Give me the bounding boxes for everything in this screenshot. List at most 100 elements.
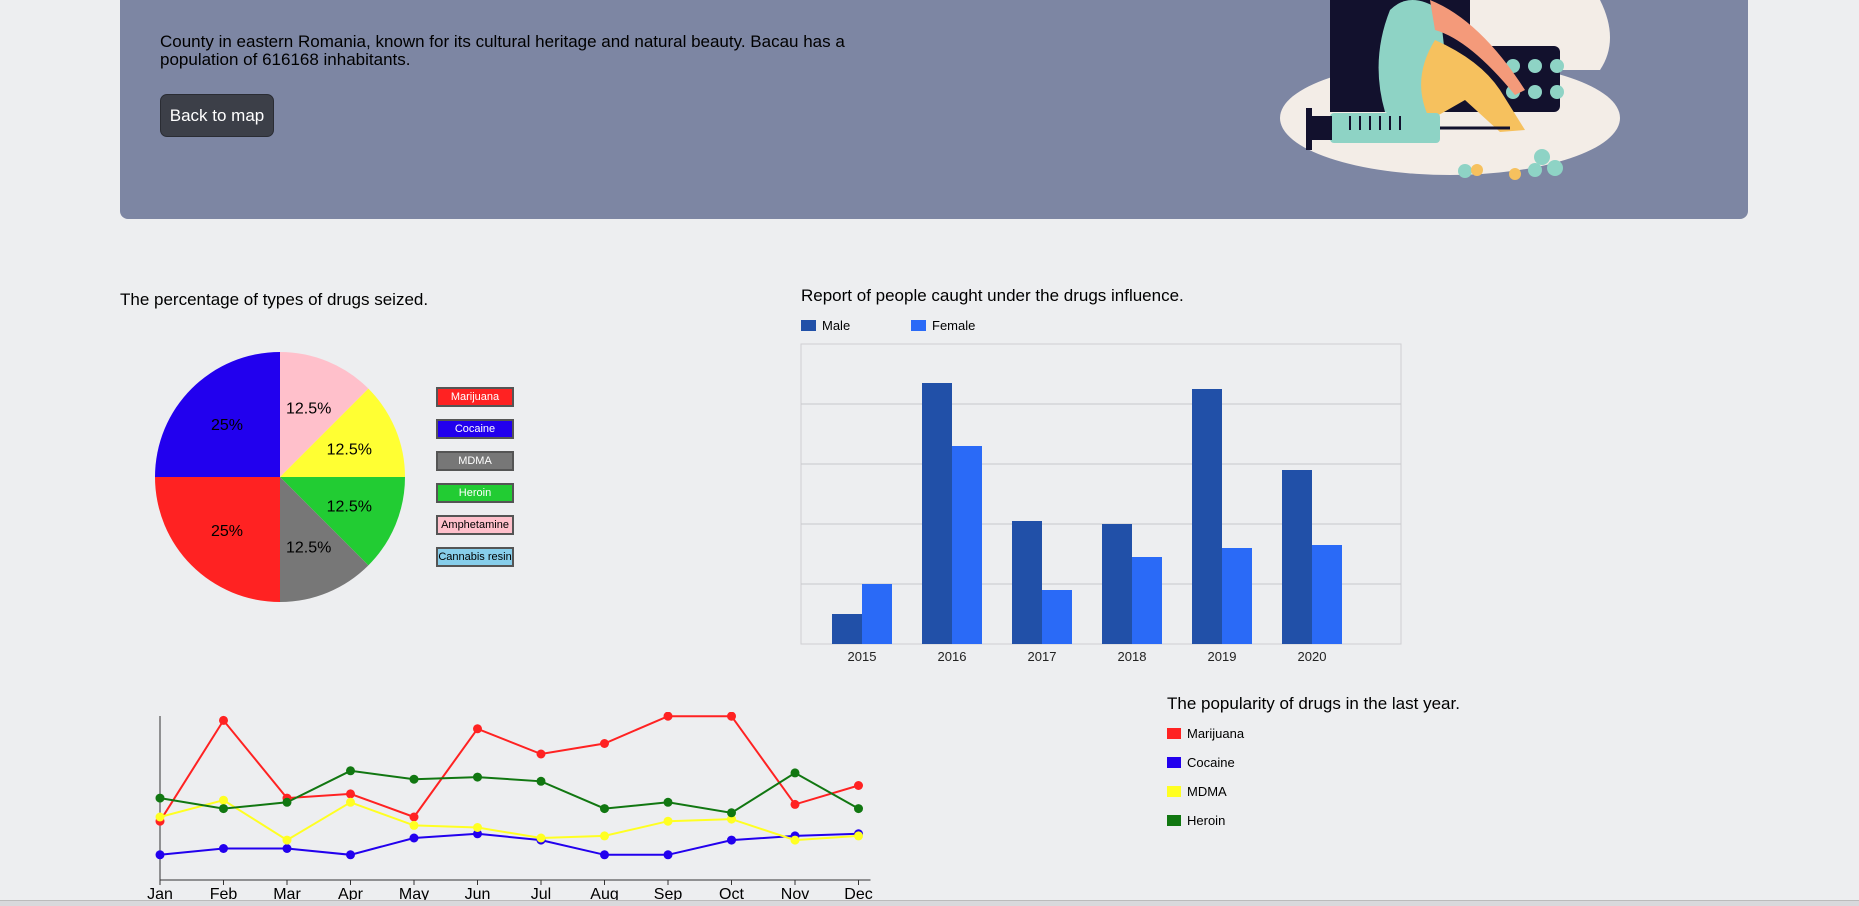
legend-swatch-mdma bbox=[1167, 786, 1181, 797]
point-marijuana-feb bbox=[219, 715, 228, 725]
bar-female-2020 bbox=[1312, 545, 1342, 644]
point-mdma-sep bbox=[663, 816, 673, 826]
legend-label-male: Male bbox=[822, 318, 851, 333]
point-heroin-nov bbox=[790, 768, 800, 778]
point-mdma-mar bbox=[282, 835, 292, 845]
line-x-tick-feb: Feb bbox=[210, 886, 238, 900]
point-heroin-mar bbox=[282, 797, 292, 807]
line-legend-mdma: MDMA bbox=[1167, 784, 1244, 813]
figure-arm bbox=[1430, 0, 1525, 95]
pie-slice-3 bbox=[280, 477, 369, 602]
pie-legend-item-mdma: MDMA bbox=[436, 451, 514, 471]
figure-legs bbox=[1421, 40, 1525, 132]
legend-swatch-cocaine bbox=[1167, 757, 1181, 768]
point-mdma-feb bbox=[219, 795, 228, 805]
point-mdma-dec bbox=[854, 831, 863, 841]
bar-plot-area bbox=[800, 343, 1402, 645]
syringe-barrel bbox=[1330, 113, 1440, 143]
syringe-handle bbox=[1306, 108, 1312, 150]
point-heroin-sep bbox=[663, 797, 673, 807]
line-x-tick-jul: Jul bbox=[531, 886, 551, 900]
line-x-tick-oct: Oct bbox=[719, 886, 744, 900]
point-heroin-jan bbox=[155, 793, 165, 803]
pie-slice-label-1: 12.5% bbox=[327, 441, 372, 458]
point-heroin-jun bbox=[473, 772, 482, 782]
point-marijuana-jul bbox=[536, 749, 546, 759]
point-marijuana-jun bbox=[473, 724, 482, 734]
pie-slice-label-2: 12.5% bbox=[327, 499, 372, 516]
syringe-marks bbox=[1349, 116, 1401, 130]
bar-x-tick-2016: 2016 bbox=[938, 649, 967, 664]
point-cocaine-oct bbox=[727, 835, 736, 845]
bar-female-2017 bbox=[1042, 590, 1072, 644]
line-series-mdma bbox=[159, 799, 859, 842]
pie-slice-4 bbox=[155, 477, 280, 602]
line-x-tick-mar: Mar bbox=[273, 886, 301, 900]
line-x-tick-dec: Dec bbox=[844, 886, 872, 900]
bar-x-tick-2015: 2015 bbox=[848, 649, 877, 664]
line-x-tick-jun: Jun bbox=[465, 886, 491, 900]
pie-legend: Marijuana Cocaine MDMA Heroin Amphetamine Can… bbox=[436, 387, 516, 579]
line-x-tick-jan: Jan bbox=[147, 886, 173, 900]
point-mdma-may bbox=[409, 820, 419, 830]
line-legend-marijuana: Marijuana bbox=[1167, 726, 1244, 755]
legend-label-heroin: Heroin bbox=[1187, 813, 1226, 828]
pie-slice-1 bbox=[280, 388, 405, 477]
point-marijuana-dec bbox=[854, 781, 863, 790]
back-to-map-button[interactable]: Back to map bbox=[160, 94, 274, 137]
bar-x-tick-2017: 2017 bbox=[1028, 649, 1057, 664]
pie-legend-item-cocaine: Cocaine bbox=[436, 419, 514, 439]
bar-x-tick-2019: 2019 bbox=[1208, 649, 1237, 664]
pie-slice-label-0: 12.5% bbox=[286, 401, 331, 418]
point-marijuana-aug bbox=[600, 739, 609, 748]
pie-slice-2 bbox=[280, 477, 405, 566]
legend-label-cocaine: Cocaine bbox=[1187, 755, 1235, 770]
syringe-plunger bbox=[1310, 116, 1332, 140]
point-heroin-dec bbox=[854, 804, 863, 814]
pie-slice-label-5: 25% bbox=[211, 417, 243, 434]
bar-female-2015 bbox=[862, 584, 892, 644]
legend-swatch-female bbox=[911, 320, 926, 331]
point-marijuana-apr bbox=[346, 789, 355, 799]
bar-female-2018 bbox=[1132, 557, 1162, 644]
pie-legend-item-amphetamine: Amphetamine bbox=[436, 515, 514, 535]
point-heroin-oct bbox=[727, 808, 736, 818]
pie-slice-5 bbox=[155, 352, 280, 477]
bar-legend-male: Male bbox=[801, 318, 850, 333]
point-heroin-jul bbox=[536, 776, 546, 786]
pie-legend-item-cannabis-resin: Cannabis resin bbox=[436, 547, 514, 567]
line-series-heroin bbox=[159, 769, 859, 814]
point-mdma-apr bbox=[346, 797, 355, 807]
legend-swatch-male bbox=[801, 320, 816, 331]
point-mdma-jul bbox=[536, 833, 546, 843]
line-legend-cocaine: Cocaine bbox=[1167, 755, 1244, 784]
point-mdma-oct bbox=[727, 814, 736, 824]
line-chart-title: The popularity of drugs in the last year… bbox=[1167, 694, 1460, 713]
bar-chart-title: Report of people caught under the drugs … bbox=[801, 286, 1184, 305]
legend-swatch-marijuana bbox=[1167, 728, 1181, 739]
pie-slice-label-3: 12.5% bbox=[286, 539, 331, 556]
point-marijuana-may bbox=[409, 812, 419, 822]
legend-swatch-heroin bbox=[1167, 815, 1181, 826]
line-x-tick-sep: Sep bbox=[654, 886, 683, 900]
point-heroin-may bbox=[409, 774, 419, 784]
point-marijuana-sep bbox=[663, 712, 673, 721]
hero-banner: County in eastern Romania, known for its… bbox=[120, 0, 1748, 219]
line-x-tick-nov: Nov bbox=[781, 886, 809, 900]
line-legend: Marijuana Cocaine MDMA Heroin bbox=[1167, 726, 1244, 842]
line-chart: Jan Feb Mar Apr May Jun Jul Aug Sep Oct Nov Dec bbox=[147, 712, 873, 900]
drug-illustration bbox=[1280, 0, 1620, 180]
legend-label-female: Female bbox=[932, 318, 976, 333]
point-cocaine-may bbox=[409, 833, 419, 843]
point-cocaine-jan bbox=[155, 850, 165, 860]
point-cocaine-mar bbox=[282, 844, 292, 853]
pie-chart-title: The percentage of types of drugs seized. bbox=[120, 290, 429, 309]
line-legend-heroin: Heroin bbox=[1167, 813, 1244, 842]
horizontal-scrollbar[interactable] bbox=[0, 900, 1859, 906]
pie-slice-label-4: 25% bbox=[211, 523, 243, 540]
bar-legend-female: Female bbox=[911, 318, 975, 333]
pie-legend-item-marijuana: Marijuana bbox=[436, 387, 514, 407]
bar-chart: 2015 2016 2017 2018 2019 2020 bbox=[800, 343, 1402, 664]
bar-male-2017 bbox=[1012, 521, 1042, 644]
point-heroin-aug bbox=[600, 804, 609, 814]
